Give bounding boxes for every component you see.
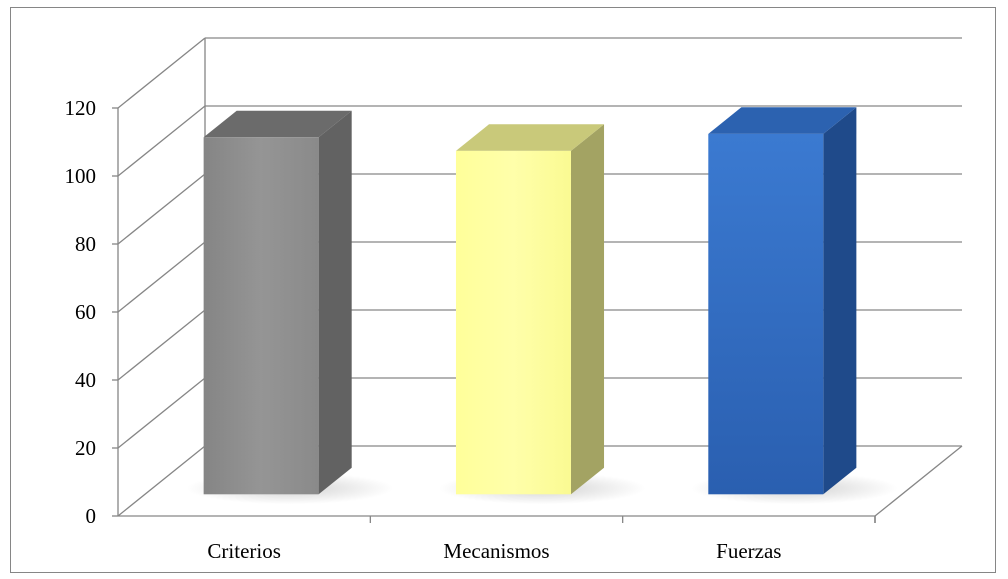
y-tick-label: 40 [75,368,96,392]
bars [186,107,899,505]
side-gridline [117,37,206,109]
bar-top [203,110,352,138]
bar-top [455,124,605,151]
bar-side [823,107,857,495]
y-tick-label: 100 [65,164,97,188]
bar-side [318,110,352,495]
y-tick-label: 60 [75,300,96,324]
x-tick-label: Criterios [207,539,281,563]
x-tick-label: Mecanismos [443,539,549,563]
bar [455,150,571,495]
side-gridline [117,309,206,381]
bar [708,133,824,495]
y-tick-label: 80 [75,232,96,256]
side-gridline [117,445,206,517]
bar-top [708,107,857,134]
floor-edge [874,445,963,517]
y-tick-label: 20 [75,436,96,460]
bar-side [570,124,605,495]
x-tick-label: Fuerzas [716,539,781,563]
side-gridline [117,241,206,313]
side-gridline [117,173,206,245]
side-gridline [117,105,206,177]
bar [203,137,319,495]
y-tick-label: 0 [86,504,97,528]
y-tick-label: 120 [65,96,97,120]
y-axis: 0 20 40 60 80 100 120 [65,96,119,528]
side-gridline [117,377,206,449]
x-axis: Criterios Mecanismos Fuerzas [118,515,876,563]
